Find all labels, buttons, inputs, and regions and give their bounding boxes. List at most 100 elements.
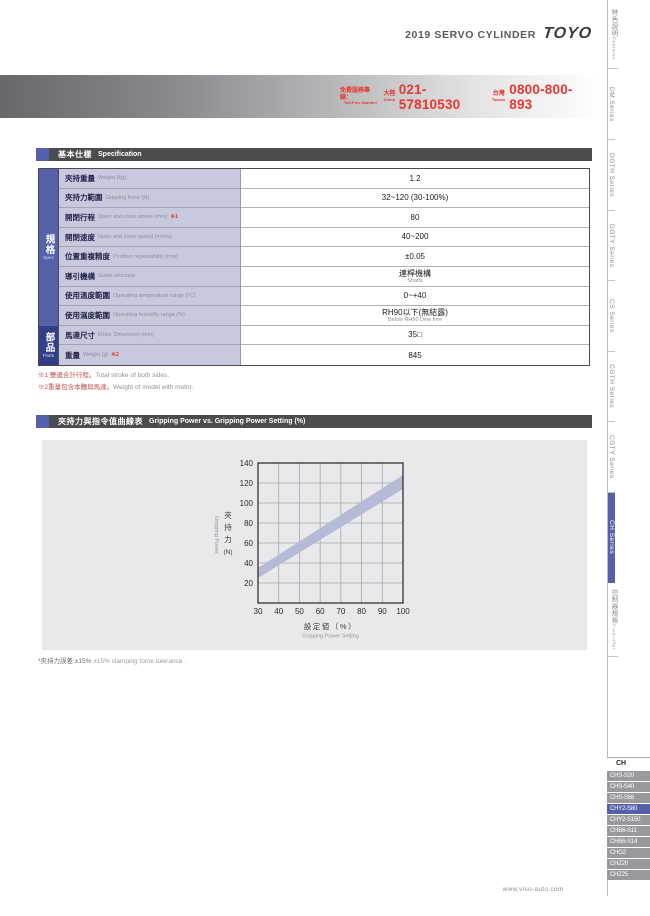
row-value: 1.2 <box>409 173 421 183</box>
row-value: 35□ <box>408 330 422 340</box>
y-tick-label: 20 <box>244 579 253 588</box>
sidebar-tab-cgth-series[interactable]: CGTH Series <box>608 352 615 422</box>
x-tick-label: 80 <box>357 607 366 616</box>
y-axis-unit: (N) <box>223 549 232 556</box>
row-value: RH90以下(無結露) <box>382 307 448 317</box>
region-china-label: 大陸 China <box>383 91 396 102</box>
chart-section-title-zh: 夾持力與指令值曲線表 <box>58 417 143 426</box>
section-accent-square <box>36 415 49 428</box>
y-tick-label: 140 <box>240 459 254 468</box>
row-label-en: Weight (g) <box>83 352 109 359</box>
ch-menu-item-chy2-s150[interactable]: CHY2-S150 <box>607 815 650 825</box>
footnote-zh: ※1 雙邊合計行程。 <box>38 372 96 379</box>
sidebar-divider-line <box>607 0 608 896</box>
header-brand: 2019 SERVO CYLINDER TOYO <box>0 25 593 43</box>
row-label-zh: 重量 <box>65 350 80 360</box>
row-label-zh: 夾持力範圍 <box>65 193 103 203</box>
spec-section-header: 基本仕樣 Specification <box>36 148 592 161</box>
table-footnote-1: ※1 雙邊合計行程。Total stroke of both sides. <box>38 370 193 382</box>
spec-row-label-guide-structure: 導引機構 Guide structure <box>59 266 241 287</box>
row-label-en: Operating temperature range (°C) <box>113 292 196 299</box>
gripping-power-chart: 20 40 60 80 100 120 140 30 40 50 60 70 80 90 100 夾持力 (N)… <box>213 459 410 640</box>
tab-label-en: DGTY Series <box>608 223 615 268</box>
y-axis-label-zh: 持 <box>224 522 232 532</box>
spec-row-value-operating-temperature-range-c: 0~+40 <box>241 286 589 307</box>
tolerance-band <box>258 475 403 578</box>
group-label-zh: 規格 <box>43 233 55 255</box>
table-group-spec: 規格 Spec <box>39 169 59 326</box>
sidebar-tab-ch-series[interactable]: CH Series <box>608 493 615 583</box>
header-gradient-bar <box>0 75 593 118</box>
spec-row-label-operating-temperature-range-c: 使用溫度範圍 Operating temperature range (°C) <box>59 286 241 307</box>
row-value: 80 <box>410 212 420 222</box>
row-value: 0~+40 <box>403 291 427 301</box>
tab-label-en: CGTY Series <box>608 435 615 479</box>
footnote-mark: ※1 <box>170 214 179 221</box>
spec-row-value-gripping-force-n: 32~120 (30-100%) <box>241 188 589 209</box>
group-label-en: Parts <box>42 353 55 359</box>
sidebar-tab-cgty-series[interactable]: CGTY Series <box>608 422 615 493</box>
tab-label-zh: 特色說明 <box>610 8 617 37</box>
y-tick-label: 40 <box>244 559 253 568</box>
spec-row-label-position-repeatability-mm: 位置重複精度 Position repeatability (mm) <box>59 247 241 267</box>
table-group-parts: 部品 Parts <box>39 325 59 365</box>
row-value-sub: Below RH90 Dew free <box>387 316 443 323</box>
x-tick-label: 40 <box>274 607 283 616</box>
phone-number-china: 021-57810530 <box>398 82 461 112</box>
ch-menu-item-chg2[interactable]: CHG2 <box>607 848 650 858</box>
footer-website-url: www.viso-auto.com <box>502 886 564 893</box>
sidebar-tab-cs-series[interactable]: CS Series <box>608 281 615 352</box>
table-footnote-2: ※2重量包含本體與馬達。Weight of model with motor. <box>38 382 193 394</box>
ch-menu-item-chs-s40[interactable]: CHS-S40 <box>607 782 650 792</box>
row-label-en: Position repeatability (mm) <box>113 253 179 260</box>
x-tick-label: 60 <box>316 607 325 616</box>
ch-menu-item-chz20[interactable]: CHZ20 <box>607 859 650 869</box>
sidebar-tab-dgth-series[interactable]: DGTH Series <box>608 140 615 211</box>
row-label-en: Operating humidity range (%) <box>113 312 185 319</box>
y-tick-label: 60 <box>244 539 253 548</box>
row-label-en: Guide structure <box>98 273 136 280</box>
spec-row-value-position-repeatability-mm: ±0.05 <box>241 247 589 267</box>
ch-menu-item-chs-s20[interactable]: CHS-S20 <box>607 771 650 781</box>
tab-label-en: DGTH Series <box>608 152 615 198</box>
spec-row-label-motor-dimension-mm: 馬達尺寸 Motor Dimension (mm) <box>59 325 241 346</box>
spec-row-value-operating-humidity-range: RH90以下(無結露) Below RH90 Dew free <box>241 306 589 326</box>
row-label-en: Motor Dimension (mm) <box>98 332 154 339</box>
tollfree-phone-line: 免費服務專線： Toll-Free Number 大陸 China 021-57… <box>340 82 592 112</box>
row-label-zh: 導引機構 <box>65 271 95 281</box>
sidebar-tab-features[interactable]: 特色說明 Features <box>608 0 618 69</box>
spec-row-label-weight-g: 重量 Weight (g) ※2 <box>59 345 241 365</box>
row-label-zh: 馬達尺寸 <box>65 330 95 340</box>
toyo-logo: TOYO <box>542 25 593 42</box>
y-axis-label-zh: 力 <box>224 534 232 544</box>
row-label-en: Gripping force (N) <box>105 194 150 201</box>
spec-row-label-open-and-close-stroke-mm: 開閉行程 Open and close stroke (mm) ※1 <box>59 208 241 228</box>
ch-menu-item-chb6-s14[interactable]: CHB6-S14 <box>607 837 650 847</box>
chart-section-title-en: Gripping Power vs. Gripping Power Settin… <box>149 418 306 425</box>
row-label-en: Open and close stroke (mm) <box>98 214 168 221</box>
ch-model-menu: CH CHS-S20 CHS-S40 CHS-S68 CHY2-S80 CHY2-S15… <box>607 757 650 880</box>
phone-number-taiwan: 0800-800-893 <box>509 82 573 112</box>
ch-menu-item-chs-s68[interactable]: CHS-S68 <box>607 793 650 803</box>
row-value: 32~120 (30-100%) <box>381 193 449 203</box>
row-label-zh: 開閉行程 <box>65 212 95 222</box>
spec-section-title-en: Specification <box>98 151 142 158</box>
ch-menu-item-chb6-s11[interactable]: CHB6-S11 <box>607 826 650 836</box>
sidebar-tab-dm-series[interactable]: DM Series <box>608 69 615 140</box>
row-label-en: Open and close speed (mm/s) <box>98 234 172 241</box>
sidebar-tab-controller[interactable]: 控制器規格 Controller <box>608 583 618 657</box>
tab-label-en: DM Series <box>608 86 615 122</box>
x-tick-label: 90 <box>378 607 387 616</box>
ch-menu-item-chz25[interactable]: CHZ25 <box>607 870 650 880</box>
group-label-en: Spec <box>43 255 54 261</box>
footnote-mark: ※2 <box>111 352 119 359</box>
spec-row-label-gripping-force-n: 夾持力範圍 Gripping force (N) <box>59 188 241 209</box>
y-axis-label-zh: 夾 <box>224 511 232 520</box>
row-label-zh: 使用溫度範圍 <box>65 291 110 301</box>
spec-row-value-weight-g: 845 <box>241 345 589 365</box>
sidebar-tab-dgty-series[interactable]: DGTY Series <box>608 211 615 281</box>
spec-row-value-open-and-close-speed-mm-s: 40~200 <box>241 227 589 248</box>
ch-menu-item-chy2-s80[interactable]: CHY2-S80 <box>607 804 650 814</box>
row-value: 845 <box>408 350 422 360</box>
y-tick-label: 80 <box>244 519 253 528</box>
